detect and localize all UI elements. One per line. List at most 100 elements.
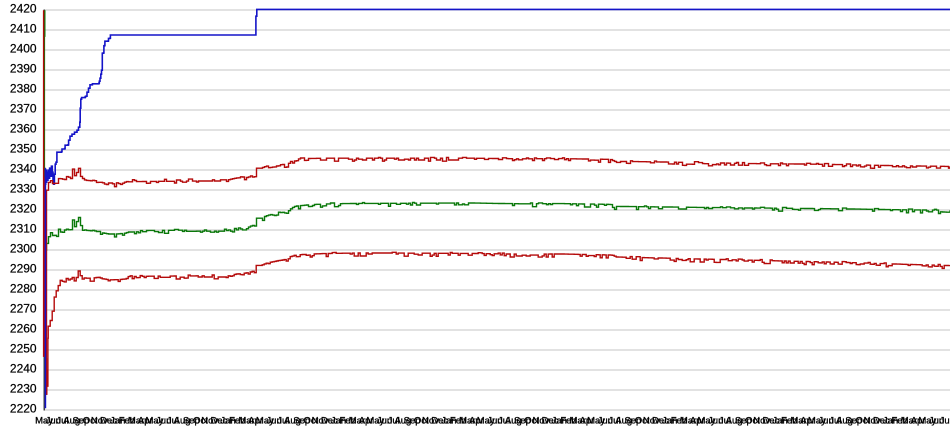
svg-text:Jul: Jul: [719, 415, 731, 426]
svg-text:May: May: [35, 415, 53, 426]
svg-text:Feb: Feb: [229, 415, 245, 426]
svg-text:Nov: Nov: [91, 415, 108, 426]
svg-text:Apr: Apr: [248, 415, 263, 426]
svg-text:Oct: Oct: [524, 415, 539, 426]
svg-text:Jun: Jun: [598, 415, 613, 426]
svg-text:Mar: Mar: [349, 415, 365, 426]
svg-text:Dec: Dec: [321, 415, 338, 426]
svg-text:2400: 2400: [10, 42, 37, 56]
svg-text:2230: 2230: [10, 382, 37, 396]
svg-text:Dec: Dec: [210, 415, 227, 426]
svg-text:Aug: Aug: [63, 415, 80, 426]
svg-text:Feb: Feb: [781, 415, 797, 426]
svg-text:Jul: Jul: [167, 415, 179, 426]
svg-text:Jul: Jul: [608, 415, 620, 426]
svg-text:Sep: Sep: [514, 415, 531, 426]
svg-text:Jun: Jun: [46, 415, 61, 426]
svg-text:Aug: Aug: [394, 415, 411, 426]
svg-text:Apr: Apr: [580, 415, 595, 426]
svg-text:Oct: Oct: [414, 415, 429, 426]
svg-text:Apr: Apr: [138, 415, 153, 426]
svg-text:Dec: Dec: [873, 415, 890, 426]
svg-text:Mar: Mar: [459, 415, 475, 426]
svg-text:Jun: Jun: [818, 415, 833, 426]
svg-text:Aug: Aug: [505, 415, 522, 426]
svg-text:Dec: Dec: [652, 415, 669, 426]
svg-text:Feb: Feb: [450, 415, 466, 426]
svg-text:Jun: Jun: [266, 415, 281, 426]
svg-text:Jul: Jul: [498, 415, 510, 426]
svg-text:Nov: Nov: [312, 415, 329, 426]
svg-text:2290: 2290: [10, 262, 37, 276]
svg-text:Aug: Aug: [615, 415, 632, 426]
svg-text:Mar: Mar: [790, 415, 806, 426]
svg-text:Jan: Jan: [883, 415, 898, 426]
svg-text:Jan: Jan: [441, 415, 456, 426]
svg-text:Jan: Jan: [220, 415, 235, 426]
svg-text:Jun: Jun: [377, 415, 392, 426]
svg-text:2260: 2260: [10, 322, 37, 336]
svg-text:Nov: Nov: [864, 415, 881, 426]
svg-text:2380: 2380: [10, 82, 37, 96]
svg-text:Dec: Dec: [762, 415, 779, 426]
svg-text:Jun: Jun: [708, 415, 723, 426]
svg-text:Jul: Jul: [277, 415, 289, 426]
svg-text:Nov: Nov: [201, 415, 218, 426]
svg-text:2340: 2340: [10, 162, 37, 176]
svg-text:Sep: Sep: [404, 415, 421, 426]
svg-text:Aug: Aug: [284, 415, 301, 426]
svg-text:Feb: Feb: [340, 415, 356, 426]
svg-text:Apr: Apr: [469, 415, 484, 426]
svg-text:May: May: [587, 415, 605, 426]
svg-text:Jul: Jul: [940, 415, 950, 426]
svg-text:2270: 2270: [10, 302, 37, 316]
svg-text:Jul: Jul: [56, 415, 68, 426]
svg-text:Sep: Sep: [735, 415, 752, 426]
svg-text:Jul: Jul: [829, 415, 841, 426]
svg-text:Dec: Dec: [100, 415, 117, 426]
svg-text:2310: 2310: [10, 222, 37, 236]
svg-text:Jan: Jan: [662, 415, 677, 426]
svg-text:Sep: Sep: [845, 415, 862, 426]
svg-text:Mar: Mar: [680, 415, 696, 426]
svg-text:Aug: Aug: [174, 415, 191, 426]
svg-text:Jun: Jun: [487, 415, 502, 426]
svg-text:Jun: Jun: [929, 415, 944, 426]
svg-text:Feb: Feb: [892, 415, 908, 426]
svg-text:Aug: Aug: [726, 415, 743, 426]
svg-text:2360: 2360: [10, 122, 37, 136]
svg-text:Oct: Oct: [745, 415, 760, 426]
svg-text:Oct: Oct: [304, 415, 319, 426]
svg-text:2220: 2220: [10, 402, 37, 416]
svg-text:2390: 2390: [10, 62, 37, 76]
svg-text:Mar: Mar: [901, 415, 917, 426]
svg-text:Sep: Sep: [293, 415, 310, 426]
svg-text:Oct: Oct: [83, 415, 98, 426]
svg-text:May: May: [918, 415, 936, 426]
svg-text:2320: 2320: [10, 202, 37, 216]
svg-text:Oct: Oct: [193, 415, 208, 426]
svg-text:Mar: Mar: [238, 415, 254, 426]
svg-text:2240: 2240: [10, 362, 37, 376]
svg-text:Feb: Feb: [671, 415, 687, 426]
svg-text:Nov: Nov: [643, 415, 660, 426]
svg-text:Jan: Jan: [331, 415, 346, 426]
svg-text:Jan: Jan: [552, 415, 567, 426]
svg-text:Mar: Mar: [128, 415, 144, 426]
svg-text:2420: 2420: [10, 2, 37, 16]
svg-text:May: May: [146, 415, 164, 426]
svg-text:Jan: Jan: [110, 415, 125, 426]
svg-text:Apr: Apr: [690, 415, 705, 426]
svg-text:Nov: Nov: [422, 415, 439, 426]
svg-text:Sep: Sep: [183, 415, 200, 426]
svg-text:Jul: Jul: [388, 415, 400, 426]
svg-text:2330: 2330: [10, 182, 37, 196]
svg-text:May: May: [698, 415, 716, 426]
svg-text:2250: 2250: [10, 342, 37, 356]
svg-text:Apr: Apr: [911, 415, 926, 426]
svg-text:Dec: Dec: [431, 415, 448, 426]
svg-text:2410: 2410: [10, 22, 37, 36]
svg-text:May: May: [808, 415, 826, 426]
svg-text:2350: 2350: [10, 142, 37, 156]
svg-text:Feb: Feb: [119, 415, 135, 426]
